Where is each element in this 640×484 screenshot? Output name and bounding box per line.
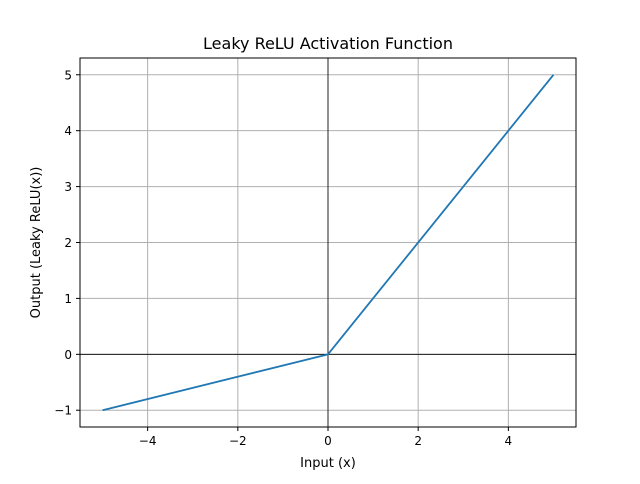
x-tick-label: 4 — [505, 434, 513, 448]
x-ticks: −4 −2 0 2 4 — [139, 427, 512, 448]
y-tick-label: 0 — [64, 348, 72, 362]
y-axis-label: Output (Leaky ReLU(x)) — [29, 167, 44, 319]
y-tick-label: 2 — [64, 236, 72, 250]
y-ticks: −1 0 1 2 3 4 5 — [54, 68, 80, 418]
series-line — [102, 74, 555, 412]
x-tick-label: 2 — [414, 434, 422, 448]
x-tick-label: −4 — [139, 434, 157, 448]
y-tick-label: 3 — [64, 180, 72, 194]
y-tick-label: −1 — [54, 404, 72, 418]
x-tick-label: 0 — [324, 434, 332, 448]
series-group — [102, 74, 555, 412]
y-tick-label: 1 — [64, 292, 72, 306]
y-tick-label: 5 — [64, 68, 72, 82]
y-tick-label: 4 — [64, 124, 72, 138]
chart-title: Leaky ReLU Activation Function — [203, 34, 453, 53]
x-axis-label: Input (x) — [300, 456, 356, 471]
x-tick-label: −2 — [229, 434, 247, 448]
